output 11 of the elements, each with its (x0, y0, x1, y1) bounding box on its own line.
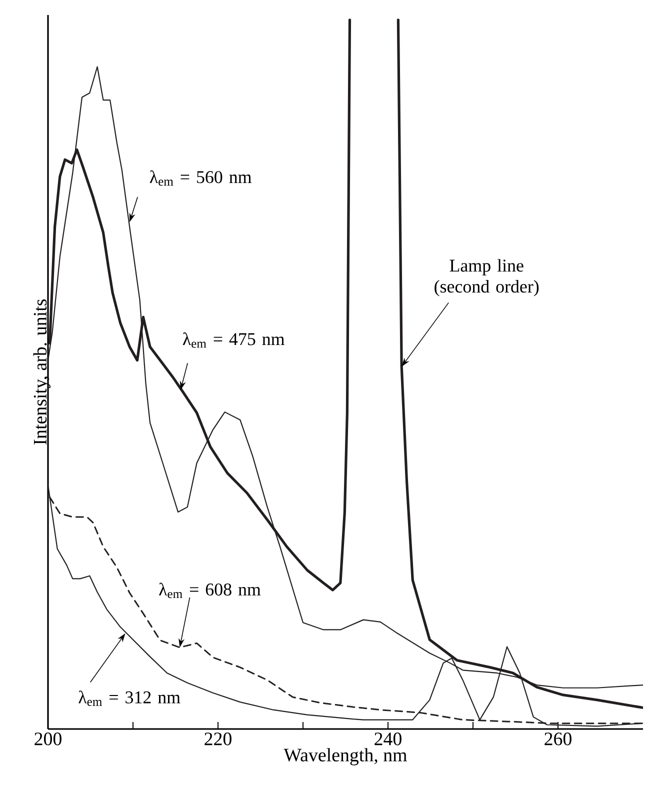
annotation: λ$_{em}$ = 560 nm (150, 170, 252, 186)
annotation: λ$_{em}$ = 475 nm (182, 332, 285, 348)
x-tick-label: 200 (34, 732, 62, 746)
annotation: λ$_{em}$ = 312 nm (78, 690, 180, 706)
x-tick-label: 240 (374, 732, 402, 746)
x-tick-label: 220 (204, 732, 232, 746)
x-axis-title: Wavelength, nm (284, 748, 407, 766)
annotation: λ$_{em}$ = 608 nm (159, 582, 261, 598)
x-tick-label: 260 (544, 732, 572, 746)
annotation: Lamp line (second order) (434, 259, 539, 296)
y-axis-title: Intensity, arb. units (33, 299, 50, 445)
